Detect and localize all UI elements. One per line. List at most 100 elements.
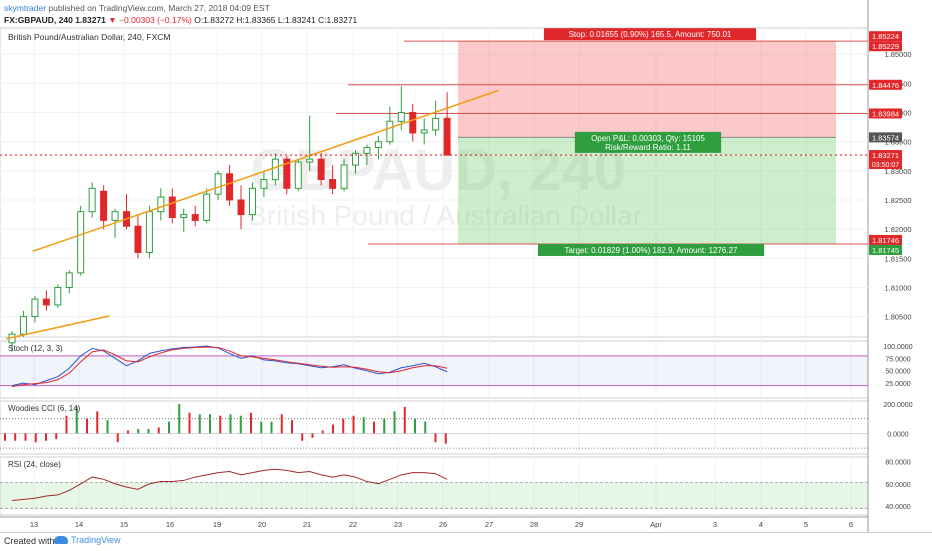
x-tick-label: 5 [804, 520, 808, 529]
pnl-label: Open P&L: 0.00303, Qty: 15105Risk/Reward… [574, 131, 722, 153]
x-tick-label: 3 [713, 520, 717, 529]
y-tick-label: 1.81000 [884, 283, 911, 292]
last-price: 1.83271 [75, 15, 106, 25]
stoch-tick-label: 75.0000 [885, 356, 910, 363]
x-tick-label: 27 [485, 520, 493, 529]
candle [157, 196, 165, 213]
x-tick-label: 22 [349, 520, 357, 529]
y-tick-label: 1.82500 [884, 196, 911, 205]
x-tick-label: 15 [120, 520, 128, 529]
ohlc: O:1.83272 H:1.83365 L:1.83241 C:1.83271 [194, 15, 358, 25]
y-tick-label: 1.83000 [884, 167, 911, 176]
cloud-icon [54, 536, 68, 544]
price-label-bg [869, 31, 902, 42]
trendline [6, 315, 110, 340]
stoch-series-%K [11, 345, 448, 387]
candle [420, 129, 428, 134]
candle [352, 152, 359, 166]
price-label: 1.83574 [872, 133, 899, 142]
target-label-text: Target: 0.01829 (1.00%) 182.9, Amount: 1… [564, 246, 738, 255]
x-tick-label: 21 [303, 520, 311, 529]
price-label: 1.81745 [872, 246, 899, 255]
candle [271, 158, 279, 181]
stop-label-bg [543, 28, 757, 41]
candle [386, 120, 394, 143]
price-label: 1.84476 [872, 81, 899, 90]
created-with: Created with [4, 536, 55, 546]
price-label-bg [869, 150, 902, 161]
cci-title: Woodies CCI (6, 14) [8, 404, 81, 413]
cci-tick-label: 0.0000 [887, 431, 909, 438]
stoch-series-%D [11, 346, 448, 388]
candle [111, 211, 119, 221]
brand-label: TradingView [71, 535, 121, 545]
stop-label-text: Stop: 0.01655 (0.90%) 165.5, Amount: 750… [569, 30, 732, 39]
x-tick-label: 4 [759, 520, 763, 529]
stoch-band [0, 355, 868, 386]
candle [214, 173, 222, 195]
target-label: Target: 0.01829 (1.00%) 182.9, Amount: 1… [537, 243, 765, 256]
published-text: published on TradingView.com, March 27, … [48, 3, 270, 13]
price-label-bg [869, 79, 902, 90]
stoch-tick-label: 25.0000 [885, 381, 910, 388]
price-label-bg [869, 132, 902, 143]
x-tick-label: 28 [530, 520, 538, 529]
candle [294, 161, 302, 189]
x-tick-label: 16 [166, 520, 174, 529]
price-label: 1.81746 [872, 236, 899, 245]
rsi-tick-label: 60.0000 [885, 482, 910, 489]
symbol-line: FX:GBPAUD, 240 1.83271 ▼ −0.00303 (−0.17… [4, 15, 357, 25]
candle [317, 158, 325, 181]
candle [260, 179, 268, 189]
candle [31, 298, 39, 318]
trendline [32, 89, 499, 253]
target-zone [458, 137, 836, 244]
x-tick-label: Apr [650, 520, 662, 529]
stoch-tick-label: 50.0000 [885, 369, 910, 376]
publish-line: skymtrader published on TradingView.com,… [4, 3, 270, 13]
candle [77, 211, 85, 274]
candle [306, 158, 314, 163]
cci-tick-label: 200.0000 [883, 402, 912, 409]
stoch-tick-label: 100.0000 [883, 344, 912, 351]
rsi-title: RSI (24, close) [8, 460, 61, 469]
candle [100, 190, 108, 221]
x-tick-label: 23 [394, 520, 402, 529]
rsi-tick-label: 80.0000 [885, 459, 910, 466]
stop-label: Stop: 0.01655 (0.90%) 165.5, Amount: 750… [543, 28, 757, 41]
candle [145, 211, 153, 253]
candle [54, 286, 62, 306]
price-label-bg [869, 244, 902, 255]
footer: Created with TradingView [0, 532, 932, 551]
rsi-tick-label: 40.0000 [885, 504, 910, 511]
pnl-label-text: Risk/Reward Ratio: 1.11 [605, 143, 691, 152]
tradingview-logo[interactable]: TradingView [54, 535, 121, 545]
candle [180, 214, 188, 218]
x-tick-label: 6 [849, 520, 853, 529]
price-label-bg [869, 234, 902, 245]
price-label: 1.85229 [872, 42, 899, 51]
candle [363, 147, 371, 154]
x-tick-label: 20 [258, 520, 266, 529]
candle [248, 187, 256, 216]
price-label: 1.85224 [872, 32, 899, 41]
rsi-band [0, 482, 868, 509]
countdown-bg [869, 160, 902, 170]
chart-title: British Pound/Australian Dollar, 240, FX… [8, 32, 171, 42]
price-label-bg [869, 41, 902, 52]
pnl-label-bg [574, 131, 722, 153]
candle [134, 225, 142, 253]
price-label: 1.83984 [872, 109, 899, 118]
rsi-series [11, 468, 448, 501]
candle [19, 316, 27, 335]
price-label: 1.83271 [872, 151, 899, 160]
countdown-label: 03:50:07 [872, 162, 899, 169]
x-tick-label: 14 [75, 520, 83, 529]
publisher-name[interactable]: skymtrader [4, 3, 47, 13]
y-tick-label: 1.85000 [884, 50, 911, 59]
x-tick-label: 26 [439, 520, 447, 529]
x-tick-label: 13 [30, 520, 38, 529]
watermark-symbol: GBPAUD, 240 [250, 138, 626, 203]
candle [283, 158, 291, 189]
